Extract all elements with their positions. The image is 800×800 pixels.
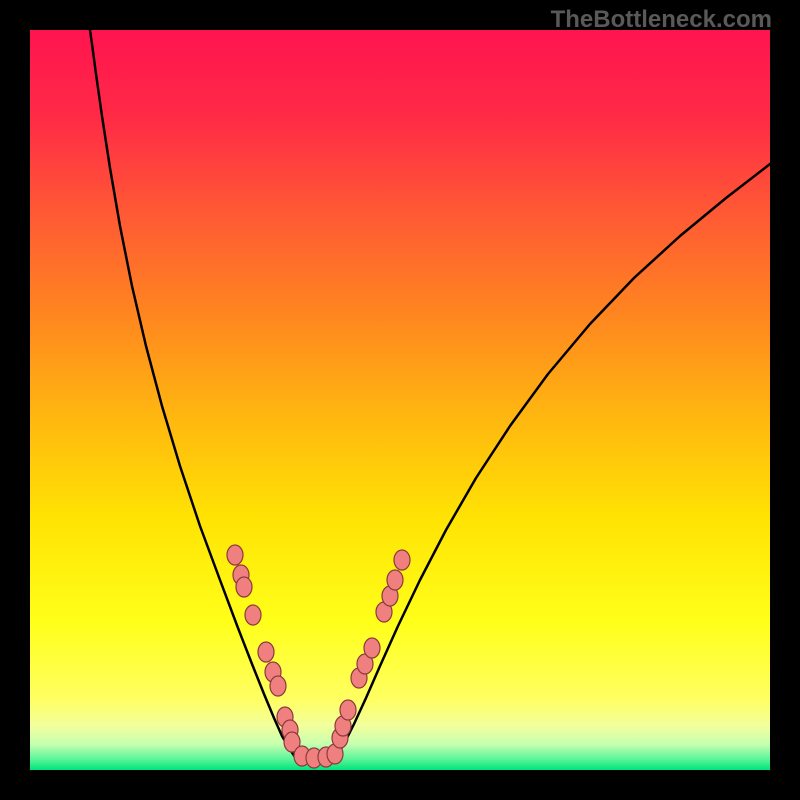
watermark-text: TheBottleneck.com: [551, 6, 772, 34]
data-marker: [245, 605, 261, 625]
data-marker: [236, 577, 252, 597]
data-marker: [340, 700, 356, 720]
data-marker: [394, 550, 410, 570]
chart-frame: TheBottleneck.com: [0, 0, 800, 800]
data-marker: [270, 676, 286, 696]
data-marker: [387, 570, 403, 590]
bottleneck-plot: [30, 30, 770, 770]
data-marker: [227, 545, 243, 565]
plot-background: [30, 30, 770, 770]
data-marker: [364, 638, 380, 658]
data-marker: [258, 642, 274, 662]
